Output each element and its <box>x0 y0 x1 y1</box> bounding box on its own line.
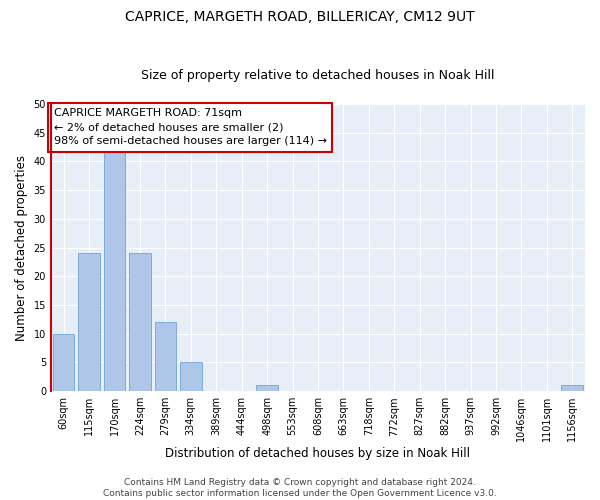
Bar <box>155 322 176 391</box>
Bar <box>562 386 583 391</box>
Bar <box>78 254 100 391</box>
Title: Size of property relative to detached houses in Noak Hill: Size of property relative to detached ho… <box>141 69 495 82</box>
Bar <box>256 386 278 391</box>
Text: Contains HM Land Registry data © Crown copyright and database right 2024.
Contai: Contains HM Land Registry data © Crown c… <box>103 478 497 498</box>
X-axis label: Distribution of detached houses by size in Noak Hill: Distribution of detached houses by size … <box>166 447 470 460</box>
Y-axis label: Number of detached properties: Number of detached properties <box>15 154 28 340</box>
Bar <box>129 254 151 391</box>
Bar <box>104 150 125 391</box>
Text: CAPRICE MARGETH ROAD: 71sqm
← 2% of detached houses are smaller (2)
98% of semi-: CAPRICE MARGETH ROAD: 71sqm ← 2% of deta… <box>53 108 326 146</box>
Text: CAPRICE, MARGETH ROAD, BILLERICAY, CM12 9UT: CAPRICE, MARGETH ROAD, BILLERICAY, CM12 … <box>125 10 475 24</box>
Bar <box>180 362 202 391</box>
Bar <box>53 334 74 391</box>
